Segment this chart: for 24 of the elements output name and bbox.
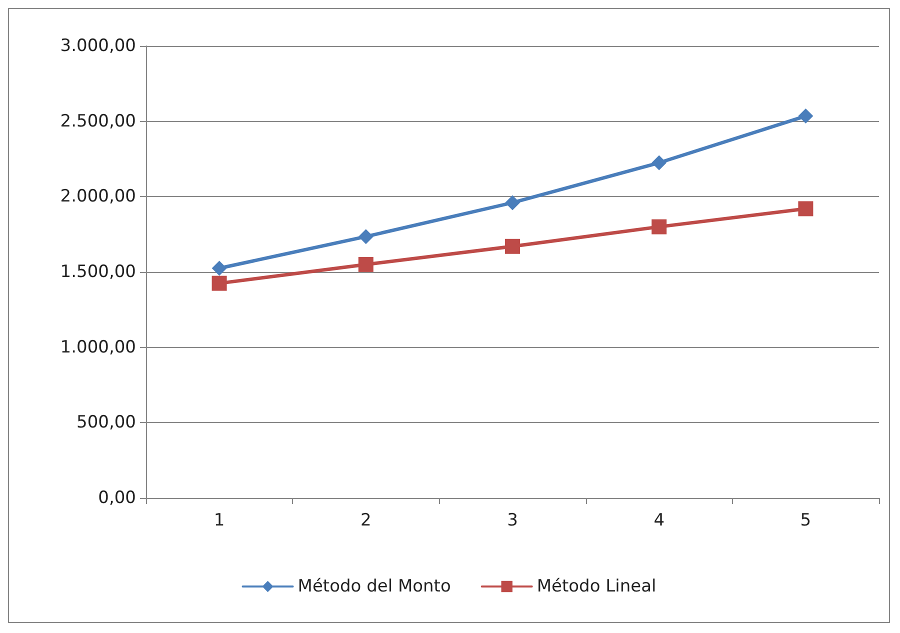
point bbox=[212, 260, 227, 276]
y-tick-label: 2.000,00 bbox=[60, 186, 136, 207]
point bbox=[212, 276, 227, 291]
legend-label: Método Lineal bbox=[536, 576, 656, 596]
y-tick-label: 500,00 bbox=[76, 412, 136, 433]
y-tick-label: 3.000,00 bbox=[60, 36, 136, 56]
y-tick-label: 1.000,00 bbox=[60, 337, 136, 358]
point bbox=[505, 238, 520, 254]
x-tick-label: 5 bbox=[800, 510, 812, 530]
point bbox=[358, 229, 374, 244]
x-tick-label: 2 bbox=[360, 510, 372, 530]
x-tick-label: 4 bbox=[654, 510, 665, 530]
point bbox=[358, 256, 374, 272]
point bbox=[798, 108, 814, 124]
legend-label: Método del Monto bbox=[298, 576, 451, 596]
point bbox=[798, 201, 814, 216]
x-tick-label: 3 bbox=[507, 510, 518, 530]
y-tick-label: 1.500,00 bbox=[60, 262, 136, 282]
y-tick-label: 0,00 bbox=[98, 488, 136, 508]
point bbox=[652, 219, 667, 234]
point bbox=[652, 155, 667, 170]
point bbox=[505, 195, 520, 210]
x-tick-label: 1 bbox=[214, 510, 225, 530]
y-tick-label: 2.500,00 bbox=[60, 111, 136, 132]
